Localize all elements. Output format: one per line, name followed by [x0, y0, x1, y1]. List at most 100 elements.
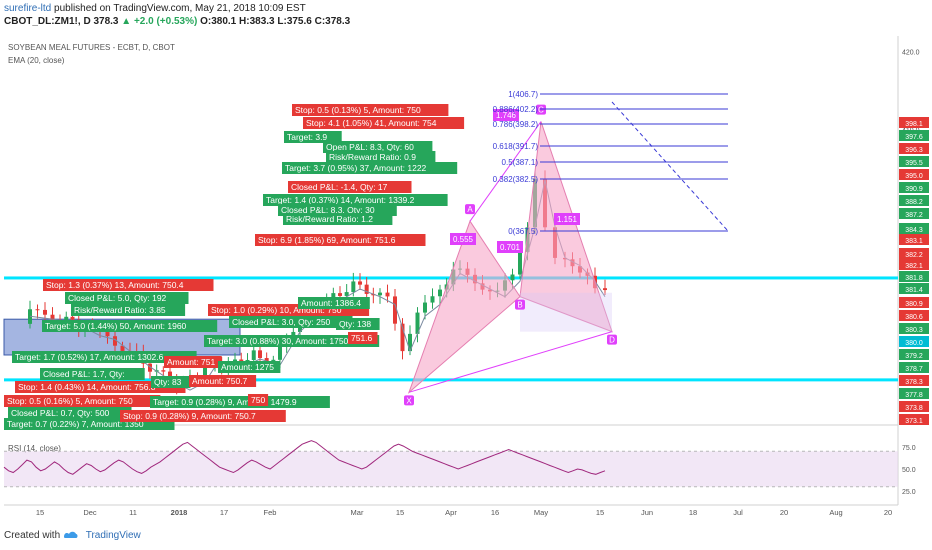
price-tag-bg: [899, 182, 929, 193]
trade-label-bg: [284, 131, 342, 143]
target-label: Closed P&L: 1.7, Qty:: [43, 369, 125, 379]
pattern-ratio-bg: [493, 109, 519, 121]
trade-label-bg: [65, 292, 189, 304]
trade-label-bg: [323, 141, 433, 153]
username-link[interactable]: surefire-ltd: [4, 3, 52, 14]
target-label: Closed P&L: 0.7, Qty: 500: [11, 408, 110, 418]
candle-body: [64, 316, 69, 323]
candle-body: [203, 366, 207, 379]
tradingview-logo-icon: [63, 532, 78, 539]
pattern-point-marker: [536, 104, 546, 115]
trade-label-bg: [303, 117, 465, 129]
trade-label-bg: [288, 181, 412, 193]
time-axis-tick: 17: [220, 508, 228, 517]
candle-body: [338, 293, 342, 296]
fib-level-label: 0.886(402.2): [493, 105, 539, 114]
target-label: Qty: 138: [339, 319, 371, 329]
trade-label-bg: [12, 351, 197, 363]
candle-body: [400, 323, 405, 352]
time-axis-tick: Mar: [351, 508, 364, 517]
price-tag-label: 387.2: [905, 212, 923, 219]
price-tag-bg: [899, 259, 929, 270]
publish-text: published on TradingView.com, May 21, 20…: [54, 3, 306, 14]
price-tag-label: 378.7: [905, 366, 923, 373]
candle-body: [344, 292, 349, 296]
stop-label: 750: [251, 395, 265, 405]
candle-body: [423, 302, 427, 313]
price-tag-bg: [899, 271, 929, 282]
trade-label-bg: [248, 394, 269, 406]
price-tag-label: 390.9: [905, 186, 923, 193]
symbol-info: CBOT_DL:ZM1!, D 378.3 ▲ +2.0 (+0.53%) O:…: [4, 16, 350, 27]
time-axis-tick: Aug: [829, 508, 842, 517]
trade-label-bg: [40, 368, 145, 380]
candle-body: [603, 288, 607, 291]
trade-label-bg: [71, 304, 186, 316]
tradingview-link[interactable]: TradingView: [85, 530, 141, 541]
symbol-label: CBOT_DL:ZM1!, D: [4, 16, 91, 27]
pattern-ratio-bg: [554, 213, 580, 225]
time-axis-tick: Jun: [641, 508, 653, 517]
rsi-axis-tick: 50.0: [902, 467, 916, 474]
pattern-xab: [407, 220, 521, 394]
trade-label-bg: [164, 356, 222, 368]
trade-label-bg: [283, 213, 393, 225]
price-tag-bg: [899, 248, 929, 259]
price-tag-label: 373.1: [905, 418, 923, 425]
target-label: Risk/Reward Ratio: 3.85: [74, 305, 166, 315]
target-label: Amount: 1275: [221, 362, 274, 372]
price-tag-label: 398.1: [905, 121, 923, 128]
price-tag-bg: [899, 297, 929, 308]
price-axis-tick: 420.0: [902, 50, 920, 57]
price-tag-bg: [899, 130, 929, 141]
price-tag-label: 377.8: [905, 392, 923, 399]
candle-body: [358, 281, 362, 285]
trade-label-bg: [292, 104, 449, 116]
pattern-ratio-label: 0.701: [500, 243, 521, 252]
candle-body: [70, 316, 75, 320]
target-label: Target: 3.0 (0.88%) 30, Amount: 1750: [207, 336, 349, 346]
footer: Created with TradingView: [4, 530, 141, 541]
price-tag-bg: [899, 234, 929, 245]
target-label: Target: 3.9: [287, 132, 327, 142]
price-tag-bg: [899, 414, 929, 425]
pattern-point-label: D: [609, 336, 615, 345]
pattern-point-label: B: [517, 301, 522, 310]
stop-label: Amount: 751: [167, 357, 215, 367]
fib-diagonal-line: [611, 101, 729, 232]
candle-body: [105, 329, 110, 337]
pattern-point-marker: [465, 204, 475, 215]
pattern-ratio-label: 0.555: [453, 235, 474, 244]
ohlc-values: O:380.1 H:383.3 L:375.6 C:378.3: [200, 16, 351, 27]
price-tag-label: 384.3: [905, 227, 923, 234]
pattern-point-label: A: [467, 205, 473, 214]
fib-level-label: 1(406.7): [508, 90, 538, 99]
trade-label-bg: [151, 376, 190, 388]
candle-body: [148, 363, 152, 372]
candle-body: [278, 345, 282, 360]
candle-body: [50, 314, 55, 320]
target-label: Closed P&L: 5.0, Qty: 192: [68, 293, 167, 303]
fib-level-label: 0.382(382.5): [493, 175, 539, 184]
price-tag-label: 395.5: [905, 160, 923, 167]
stop-label: Stop: 1.4 (0.43%) 14, Amount: 756.8: [18, 382, 156, 392]
target-label: Risk/Reward Ratio: 1.2: [286, 214, 373, 224]
price-change: ▲ +2.0 (+0.53%): [121, 16, 198, 27]
fib-level-label: 0(367.5): [508, 227, 538, 236]
time-axis-tick: 15: [396, 508, 404, 517]
pattern-ratio-bg: [450, 233, 476, 245]
time-axis-tick: May: [534, 508, 548, 517]
price-tag-bg: [899, 401, 929, 412]
price-tag-label: 380.9: [905, 301, 923, 308]
candle-body: [438, 289, 442, 297]
candle-body: [351, 281, 356, 293]
price-tag-label: 379.2: [905, 353, 923, 360]
price-tag-label: 381.4: [905, 287, 923, 294]
trade-label-bg: [4, 395, 161, 407]
target-label: Amount: 1386.4: [301, 298, 361, 308]
target-label: Qty: 83: [154, 377, 182, 387]
target-label: Target: 1.7 (0.52%) 17, Amount: 1302.6: [15, 352, 164, 362]
time-axis-tick: 2018: [171, 508, 188, 517]
trade-label-bg: [120, 410, 286, 422]
